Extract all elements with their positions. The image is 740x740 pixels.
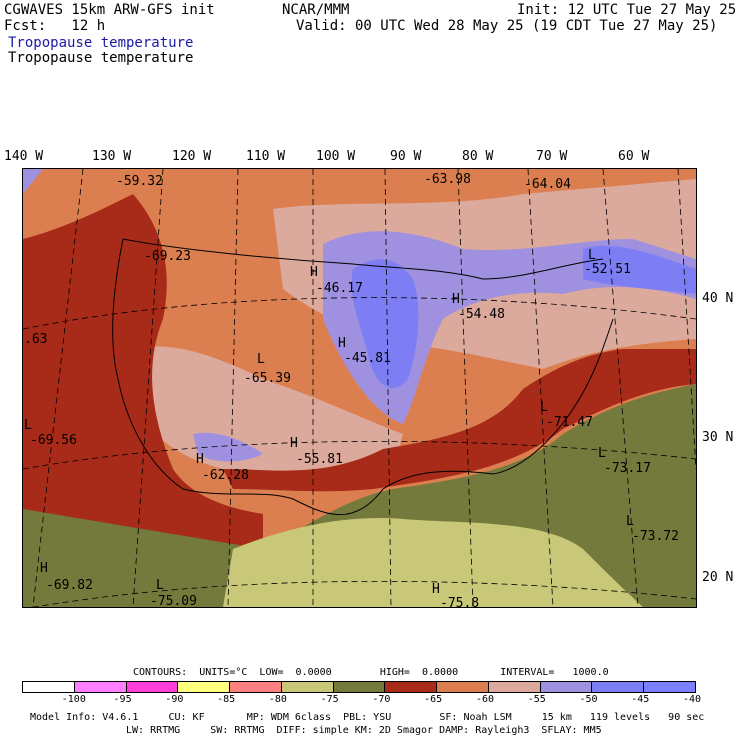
map-value-label: -69.82 (46, 578, 93, 593)
darkred-region (223, 349, 696, 492)
high-label: H (290, 436, 298, 451)
low-label: L (598, 446, 606, 461)
blue-region (583, 245, 696, 294)
center-title: NCAR/MMM (282, 2, 350, 18)
color-legend-box (280, 681, 334, 693)
color-legend-tick: -100 (61, 694, 86, 705)
borders (112, 238, 614, 516)
map-value-label: -62.28 (202, 468, 249, 483)
low-label: L (257, 352, 265, 367)
low-label: L (540, 400, 548, 415)
color-legend-box (591, 681, 645, 693)
map-value-label: -75.09 (150, 594, 197, 609)
lat-label: 40 N (702, 291, 734, 306)
field-title-colored: Tropopause temperature (8, 35, 194, 51)
low-label: L (588, 248, 596, 263)
color-legend-tick: -75 (320, 694, 339, 705)
lat-label: 20 N (702, 570, 734, 585)
lon-label: 80 W (462, 149, 494, 164)
color-legend-box (229, 681, 282, 693)
color-legend-box (332, 681, 386, 693)
lon-label: 90 W (390, 149, 422, 164)
high-label: H (338, 336, 346, 351)
color-legend-box (73, 681, 127, 693)
model-title: CGWAVES 15km ARW-GFS init (4, 2, 215, 18)
map-value-label: -46.17 (316, 281, 363, 296)
blue-region (351, 259, 419, 389)
map-value-label: .63 (24, 332, 48, 347)
color-legend-tick: -80 (268, 694, 287, 705)
high-label: H (452, 292, 460, 307)
color-legend-box (539, 681, 593, 693)
map-value-label: -69.56 (30, 433, 77, 448)
color-legend-tick: -40 (683, 694, 702, 705)
map-value-label: -54.48 (458, 307, 505, 322)
map-value-label: -73.17 (604, 461, 651, 476)
map-value-label: -52.51 (584, 262, 631, 277)
color-legend-tick: -70 (372, 694, 391, 705)
color-legend-box (436, 681, 489, 693)
high-label: H (40, 561, 48, 576)
lat-label: 30 N (702, 430, 734, 445)
map-value-label: -55.81 (296, 452, 343, 467)
lon-label: 120 W (172, 149, 212, 164)
lon-label: 70 W (536, 149, 568, 164)
model-info-line1: Model Info: V4.6.1 CU: KF MP: WDM 6class… (30, 712, 705, 723)
color-legend-tick: -95 (113, 694, 132, 705)
graticule (23, 169, 696, 607)
lavender-region (193, 432, 263, 462)
low-label: L (156, 578, 164, 593)
contours-info: CONTOURS: UNITS=°C LOW= 0.0000 HIGH= 0.0… (133, 667, 609, 678)
color-legend-box (643, 681, 696, 693)
field-title: Tropopause temperature (8, 50, 194, 66)
high-label: H (196, 452, 204, 467)
high-label: H (310, 265, 318, 280)
darkred-region (23, 194, 263, 559)
color-legend-tick: -65 (424, 694, 443, 705)
lon-label: 60 W (618, 149, 650, 164)
high-label: H (432, 582, 440, 597)
low-label: L (626, 514, 634, 529)
map-value-label: -71.47 (546, 415, 593, 430)
color-legend-tick: -60 (475, 694, 494, 705)
color-legend-tick: -45 (631, 694, 650, 705)
map-value-label: -63.98 (424, 172, 471, 187)
color-legend-tick: -50 (579, 694, 598, 705)
low-label: L (24, 418, 32, 433)
lavender-region (23, 169, 43, 194)
forecast-hour: Fcst: 12 h (4, 18, 106, 34)
color-legend-box (125, 681, 179, 693)
color-legend-box (22, 681, 75, 693)
map-value-label: -64.04 (524, 177, 571, 192)
color-legend-tick: -85 (217, 694, 236, 705)
init-time: Init: 12 UTC Tue 27 May 25 (517, 2, 737, 18)
model-info-line2: LW: RRTMG SW: RRTMG DIFF: simple KM: 2D … (126, 725, 602, 736)
tropopause-temperature-map (22, 168, 697, 608)
color-legend-tick: -55 (527, 694, 546, 705)
map-value-label: -65.39 (244, 371, 291, 386)
color-legend-box (487, 681, 541, 693)
lon-label: 100 W (316, 149, 356, 164)
valid-time: Valid: 00 UTC Wed 28 May 25 (19 CDT Tue … (296, 18, 718, 34)
color-legend-box (177, 681, 231, 693)
map-value-label: -59.32 (116, 174, 163, 189)
color-legend-tick: -90 (165, 694, 184, 705)
color-legend-box (384, 681, 438, 693)
lon-label: 110 W (246, 149, 286, 164)
lon-label: 140 W (4, 149, 44, 164)
map-value-label: -69.23 (144, 249, 191, 264)
khaki-region (223, 518, 643, 607)
lon-label: 130 W (92, 149, 132, 164)
map-value-label: -75.8 (440, 596, 480, 611)
map-value-label: -45.81 (344, 351, 391, 366)
map-value-label: -73.72 (632, 529, 679, 544)
